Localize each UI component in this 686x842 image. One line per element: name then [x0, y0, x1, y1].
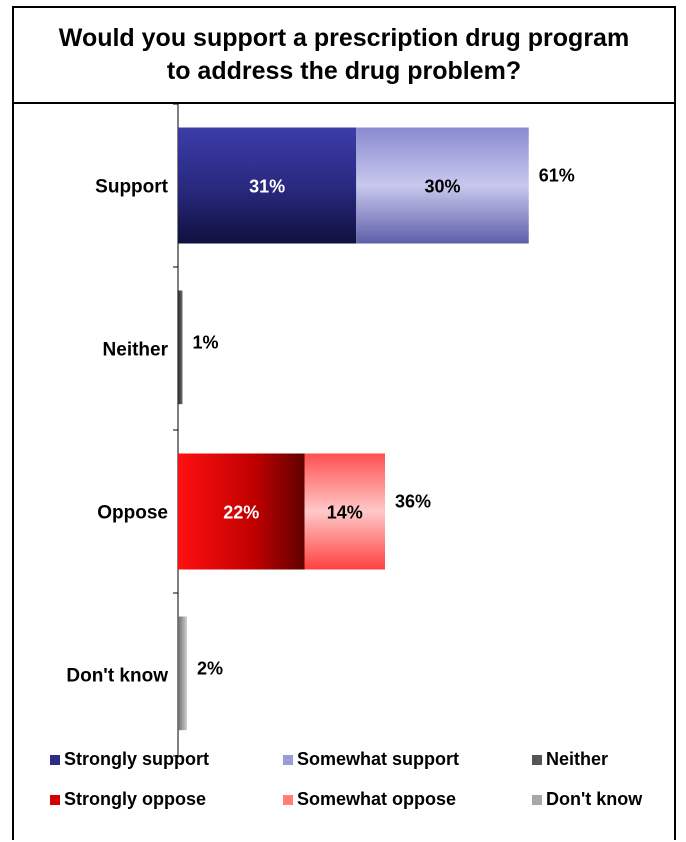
data-label-oppose-somewhat-oppose: 14%: [327, 503, 363, 523]
bar-support-somewhat-support: [356, 127, 529, 244]
legend-swatch: [532, 794, 542, 805]
legend-item-neither: Neither: [532, 749, 608, 770]
legend-label: Somewhat oppose: [297, 789, 457, 809]
bar-support-strongly-support: [178, 127, 357, 244]
y-tick-label-oppose: Oppose: [97, 503, 168, 524]
legend-label: Neither: [546, 749, 609, 769]
chart-frame: Would you support a prescription drug pr…: [12, 6, 676, 840]
y-tick-label-support: Support: [95, 177, 168, 198]
legend-item-somewhat-support: Somewhat support: [283, 749, 459, 770]
axis-layer: [173, 103, 179, 757]
y-tick-label-neither: Neither: [103, 340, 169, 361]
bar-don-t-know-don-t-know: [178, 616, 187, 731]
legend-item-strongly-support: Strongly support: [50, 749, 209, 770]
legend-swatch: [50, 754, 60, 765]
legend-swatch: [283, 794, 293, 805]
data-label-support-strongly-support: 31%: [249, 177, 285, 197]
legend-item-somewhat-oppose: Somewhat oppose: [283, 789, 456, 810]
data-label-support-somewhat-support: 30%: [424, 177, 460, 197]
bar-layer: [178, 127, 529, 731]
legend-swatch: [50, 794, 60, 805]
legend-label: Strongly support: [64, 749, 209, 769]
total-label-support: 61%: [539, 166, 575, 186]
legend-label: Strongly oppose: [64, 789, 207, 809]
total-label-don-t-know: 2%: [197, 659, 223, 679]
bar-oppose-somewhat-oppose: [304, 453, 385, 570]
data-label-oppose-strongly-oppose: 22%: [223, 503, 259, 523]
legend-label: Somewhat support: [297, 749, 460, 769]
y-tick-label-don-t-know: Don't know: [66, 666, 168, 687]
legend-label: Don't know: [546, 789, 643, 809]
legend-swatch: [283, 754, 293, 765]
total-label-neither: 1%: [193, 333, 219, 353]
label-layer: Support 31% 30% 61% Neither 1% Oppose 22% 14% 36%…: [66, 166, 574, 687]
legend-item-strongly-oppose: Strongly oppose: [50, 789, 206, 810]
chart-title: Would you support a prescription drug pr…: [58, 24, 630, 85]
total-label-oppose: 36%: [395, 492, 431, 512]
legend-item-don-t-know: Don't know: [532, 789, 642, 810]
title-box: Would you support a prescription drug pr…: [14, 8, 674, 104]
bar-oppose-strongly-oppose: [178, 453, 305, 570]
legend-swatch: [532, 754, 542, 765]
bar-neither-neither: [178, 290, 183, 405]
